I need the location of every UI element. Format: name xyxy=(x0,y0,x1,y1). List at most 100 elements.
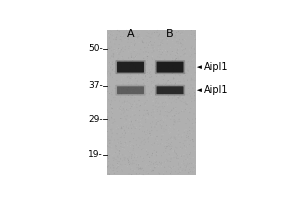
Point xyxy=(187,162,192,165)
Point xyxy=(153,108,158,111)
Point xyxy=(146,77,151,81)
Point xyxy=(177,85,182,88)
Point xyxy=(174,57,178,60)
Point xyxy=(125,124,130,128)
Point xyxy=(186,137,191,140)
Point xyxy=(154,102,159,105)
Point xyxy=(161,162,166,165)
Point xyxy=(134,145,138,149)
Point xyxy=(190,87,195,90)
Point xyxy=(122,99,127,103)
Point xyxy=(150,138,155,141)
Point xyxy=(182,164,187,167)
Point xyxy=(118,68,123,71)
Point xyxy=(175,84,180,87)
Point xyxy=(177,134,182,137)
Point xyxy=(128,125,132,128)
Point xyxy=(118,61,123,64)
Point xyxy=(136,70,141,73)
Point xyxy=(154,99,159,103)
Point xyxy=(149,154,154,157)
Point xyxy=(170,31,175,34)
Point xyxy=(118,90,123,94)
Text: Aipl1: Aipl1 xyxy=(204,62,228,72)
Point xyxy=(188,122,193,125)
Point xyxy=(175,40,179,43)
Point xyxy=(148,169,153,172)
Point xyxy=(130,161,135,164)
Point xyxy=(137,160,142,163)
Point xyxy=(182,100,186,104)
Point xyxy=(152,166,157,169)
Point xyxy=(159,100,164,103)
Point xyxy=(191,123,196,126)
Point xyxy=(124,119,128,122)
Point xyxy=(153,166,158,170)
Point xyxy=(140,171,144,174)
Point xyxy=(151,99,156,102)
Point xyxy=(141,37,146,40)
Point xyxy=(172,115,176,118)
Point xyxy=(188,66,192,69)
Point xyxy=(189,40,194,43)
Point xyxy=(118,114,123,118)
Point xyxy=(165,100,170,104)
Point xyxy=(192,110,197,113)
Point xyxy=(175,66,180,69)
Point xyxy=(157,127,162,131)
Point xyxy=(172,160,176,163)
Point xyxy=(119,132,124,135)
Point xyxy=(110,29,114,32)
Point xyxy=(133,56,137,59)
Point xyxy=(177,38,182,41)
Point xyxy=(152,55,157,58)
Point xyxy=(108,72,112,75)
Point xyxy=(191,55,196,58)
Point xyxy=(159,104,164,107)
Point xyxy=(170,131,175,134)
Point xyxy=(186,45,190,48)
Point xyxy=(148,75,152,78)
Point xyxy=(152,35,157,38)
Point xyxy=(136,64,141,67)
Point xyxy=(123,37,128,40)
Point xyxy=(189,117,194,120)
Point xyxy=(171,107,176,110)
Point xyxy=(148,88,152,92)
Point xyxy=(162,90,167,93)
Point xyxy=(127,66,132,69)
Point xyxy=(112,135,116,138)
Point xyxy=(121,45,125,48)
Point xyxy=(114,158,118,161)
Point xyxy=(117,149,122,153)
Point xyxy=(151,91,156,94)
Point xyxy=(149,139,154,142)
Point xyxy=(167,146,172,149)
Point xyxy=(130,153,134,156)
Point xyxy=(154,135,159,138)
Point xyxy=(162,52,167,55)
Point xyxy=(155,110,160,113)
Point xyxy=(187,153,192,156)
Point xyxy=(142,150,146,153)
Point xyxy=(176,97,181,100)
Point xyxy=(173,118,178,121)
Point xyxy=(114,128,119,131)
Point xyxy=(183,75,188,79)
Point xyxy=(173,79,178,83)
Point xyxy=(191,150,196,153)
Point xyxy=(109,161,114,164)
Point xyxy=(128,40,133,43)
Point xyxy=(164,59,169,63)
Point xyxy=(157,96,162,99)
Point xyxy=(117,35,122,38)
Point xyxy=(173,56,178,59)
Point xyxy=(155,172,160,175)
Point xyxy=(127,75,132,78)
Point xyxy=(171,71,176,74)
Point xyxy=(182,92,187,96)
Point xyxy=(113,114,118,117)
Point xyxy=(156,96,161,99)
Point xyxy=(156,82,161,86)
Point xyxy=(138,155,143,158)
